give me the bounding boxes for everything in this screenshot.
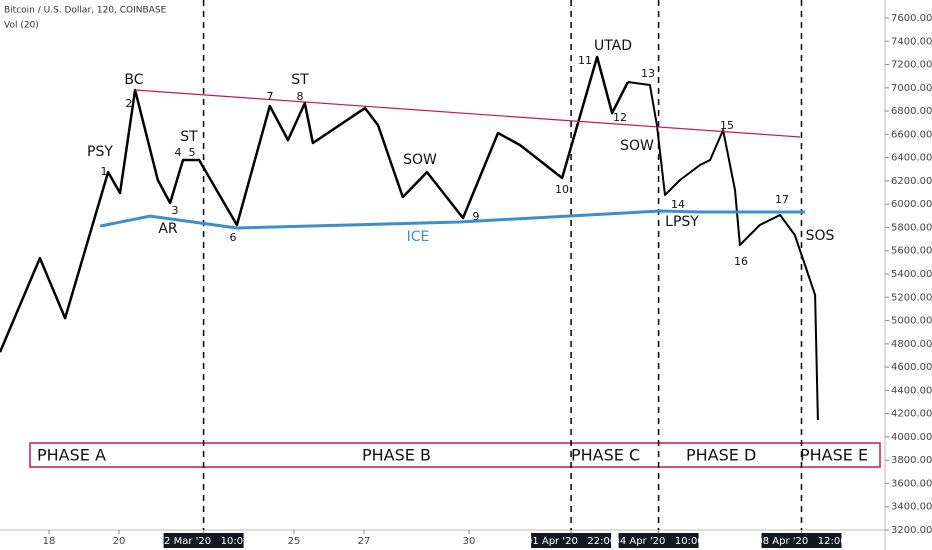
phase-banner	[29, 442, 881, 468]
annotation: UTAD	[594, 38, 632, 54]
y-tick-label: 6800.00	[891, 106, 932, 117]
annotation: 7	[267, 90, 274, 103]
annotation: 13	[641, 67, 655, 80]
series-line	[0, 55, 630, 353]
x-tick-highlight	[618, 533, 699, 548]
annotation: SOW	[403, 152, 437, 168]
annotation: ST	[180, 129, 198, 145]
annotation: 1	[101, 165, 108, 178]
annotation: 3	[172, 204, 179, 217]
y-tick-label: 6600.00	[891, 129, 932, 140]
x-tick-label: 25	[288, 536, 301, 547]
x-tick-label: 27	[358, 536, 371, 547]
x-tick-highlight	[761, 533, 842, 548]
y-tick-label: 4000.00	[891, 432, 932, 443]
annotation: 6	[230, 231, 237, 244]
y-tick-label: 5600.00	[891, 246, 932, 257]
series-line	[627, 81, 819, 421]
annotation: ST	[291, 72, 309, 88]
annotation: 11	[578, 54, 592, 67]
phase-label: PHASE D	[686, 446, 756, 465]
annotation: 2	[126, 97, 133, 110]
annotation: SOS	[806, 228, 835, 244]
y-tick-label: 6200.00	[891, 176, 932, 187]
series-line	[135, 89, 801, 138]
annotation: 17	[775, 193, 789, 206]
phase-label: PHASE A	[37, 446, 106, 465]
y-tick-label: 5800.00	[891, 222, 932, 233]
x-tick-highlight	[531, 533, 612, 548]
y-tick-label: 4400.00	[891, 385, 932, 396]
annotation: 10	[555, 183, 569, 196]
x-tick-label: 08 Apr '20 12:00	[756, 536, 846, 547]
series-line	[99, 209, 805, 230]
y-tick-label: 5000.00	[891, 316, 932, 327]
annotation: ICE	[407, 229, 430, 245]
annotation: PSY	[87, 144, 113, 160]
y-tick-label: 3200.00	[891, 525, 932, 536]
y-tick-label: 7400.00	[891, 36, 932, 47]
annotation: 15	[720, 119, 734, 132]
x-tick-label: 22 Mar '20 10:00	[158, 536, 250, 547]
annotation: 16	[734, 255, 748, 268]
x-tick-label: 01 Apr '20 22:00	[526, 536, 616, 547]
annotation: 4	[175, 146, 182, 159]
y-tick-label: 6400.00	[891, 153, 932, 164]
x-tick-highlight	[163, 533, 244, 548]
annotation: AR	[158, 221, 178, 237]
x-tick-label: 18	[43, 536, 56, 547]
annotation: 8	[297, 90, 304, 103]
phase-label: PHASE C	[571, 446, 640, 465]
annotation: SOW	[620, 138, 654, 154]
y-tick-label: 4600.00	[891, 362, 932, 373]
x-tick-label: 20	[113, 536, 126, 547]
y-tick-label: 6000.00	[891, 199, 932, 210]
y-tick-label: 7200.00	[891, 60, 932, 71]
y-tick-label: 3400.00	[891, 502, 932, 513]
y-tick-label: 4800.00	[891, 339, 932, 350]
chart-title: Bitcoin / U.S. Dollar, 120, COINBASE	[4, 6, 167, 16]
x-tick-label: 04 Apr '20 10:00	[613, 536, 703, 547]
x-tick-label: 30	[463, 536, 476, 547]
y-tick-label: 3600.00	[891, 478, 932, 489]
y-tick-label: 7000.00	[891, 83, 932, 94]
annotation: 12	[613, 111, 627, 124]
y-tick-label: 3800.00	[891, 455, 932, 466]
annotation: 5	[189, 146, 196, 159]
annotation: LPSY	[665, 214, 699, 230]
subtitle: Vol (20)	[4, 21, 39, 31]
annotation: 9	[473, 210, 480, 223]
annotation: 14	[671, 198, 685, 211]
phase-label: PHASE E	[800, 446, 868, 465]
y-tick-label: 7600.00	[891, 13, 932, 24]
y-tick-label: 5400.00	[891, 269, 932, 280]
y-tick-label: 5200.00	[891, 292, 932, 303]
annotation: BC	[124, 72, 143, 88]
y-tick-label: 4200.00	[891, 409, 932, 420]
phase-label: PHASE B	[362, 446, 431, 465]
